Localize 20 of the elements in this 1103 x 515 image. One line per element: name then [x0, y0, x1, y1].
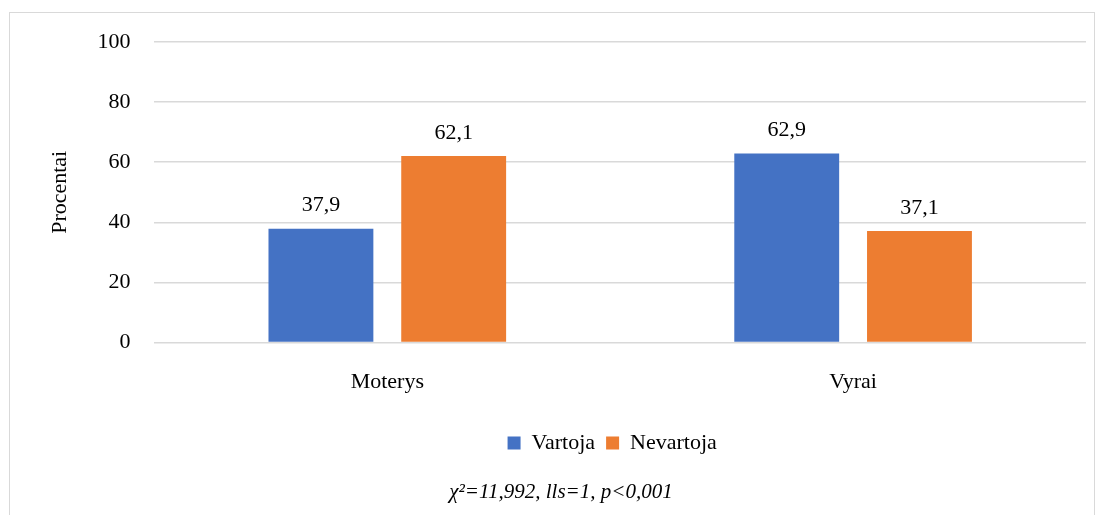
- y-tick-label: 60: [108, 148, 131, 174]
- y-tick-label: 40: [108, 208, 131, 234]
- data-label: 37,1: [900, 193, 939, 219]
- bar: [734, 153, 840, 342]
- data-label: 37,9: [301, 191, 341, 217]
- legend-label: Nevartoja: [630, 428, 718, 454]
- y-tick-label: 0: [119, 328, 131, 354]
- y-axis-title: Procentai: [45, 150, 71, 234]
- y-tick-label: 20: [108, 268, 131, 294]
- legend-label: Vartoja: [531, 428, 596, 454]
- bar: [867, 231, 972, 342]
- data-label: 62,9: [767, 116, 806, 142]
- y-tick-label: 80: [108, 87, 131, 113]
- x-tick-label: Moterys: [350, 367, 424, 393]
- x-tick-label: Vyrai: [829, 367, 877, 393]
- data-label: 62,1: [434, 118, 473, 144]
- bar: [268, 228, 374, 342]
- bar: [401, 155, 507, 342]
- y-tick-label: 100: [97, 27, 131, 53]
- text: χ²=11,992, lls=1, p<0,001: [447, 478, 673, 503]
